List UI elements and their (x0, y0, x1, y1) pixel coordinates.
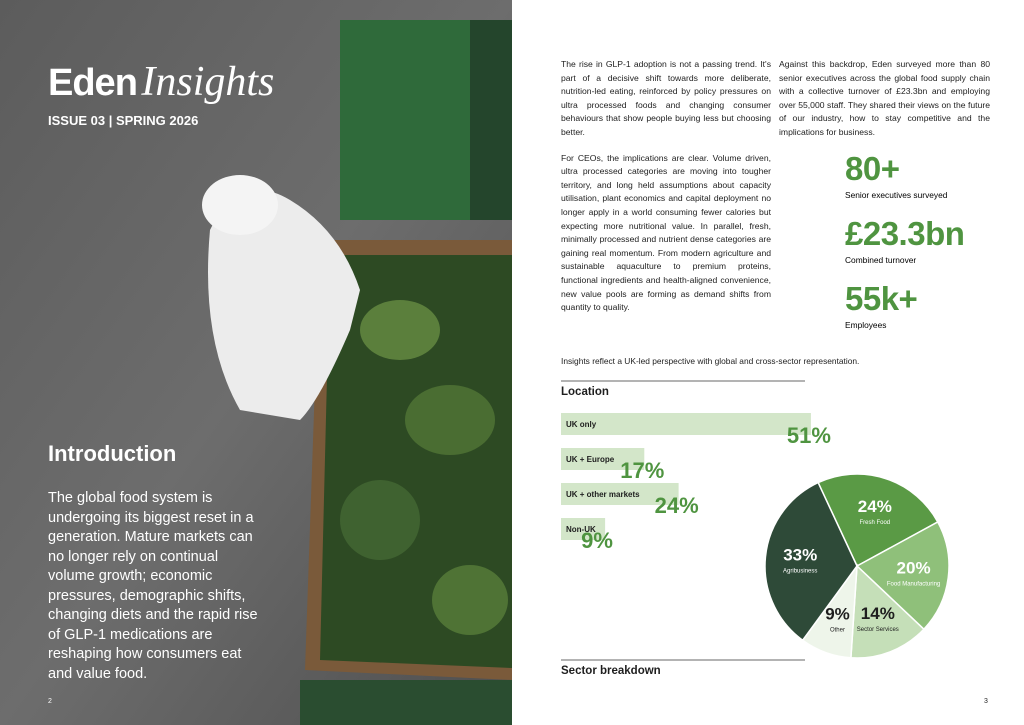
pie-value-label: 9% (825, 605, 850, 624)
stat-label: Senior executives surveyed (845, 190, 948, 200)
broccoli (405, 385, 495, 455)
pie-category: Sector Services (857, 627, 899, 633)
bar-value-label: 17% (620, 458, 664, 483)
bar-value-label: 51% (787, 423, 831, 448)
worker-cap (202, 175, 278, 235)
pie-slice (850, 564, 925, 659)
pie-value-label: 14% (861, 604, 895, 623)
chart-title: Location (561, 386, 609, 398)
stat: £23.3bn Combined turnover (845, 215, 965, 265)
pie-slice (764, 481, 858, 642)
stat-value: £23.3bn (845, 215, 965, 252)
bar-category: UK + other markets (566, 490, 640, 499)
pie-value-label: 24% (858, 497, 892, 516)
paragraph: The rise in GLP-1 adoption is not a pass… (561, 59, 771, 137)
bar-category: UK only (566, 420, 597, 429)
pie-category: Agribusiness (783, 568, 817, 574)
bar (561, 413, 811, 435)
page-number: 2 (48, 698, 52, 705)
masthead: Eden Insights (48, 58, 274, 106)
brand-italic: Insights (141, 59, 275, 105)
paragraph: Against this backdrop, Eden surveyed mor… (779, 59, 990, 137)
bar (561, 518, 606, 540)
crate (470, 20, 512, 220)
intro-body: The global food system is undergoing its… (48, 490, 258, 682)
crate (340, 20, 470, 220)
bar-value-label: 24% (655, 493, 699, 518)
column: The rise in GLP-1 adoption is not a pass… (561, 58, 771, 327)
stat-value: 55k+ (845, 280, 918, 317)
column: Against this backdrop, Eden surveyed mor… (779, 58, 990, 152)
page-number: 3 (984, 698, 988, 705)
broccoli (320, 255, 512, 668)
pie-category: Fresh Food (859, 520, 890, 526)
pie-slice (855, 520, 950, 631)
broccoli (360, 300, 440, 360)
pie-category: Other (830, 628, 845, 634)
bar (561, 448, 645, 470)
broccoli (340, 480, 420, 560)
stat-value: 80+ (845, 150, 900, 187)
stat-label: Combined turnover (845, 255, 917, 265)
crate (300, 680, 512, 725)
brand: Eden (48, 62, 138, 104)
chart-title: Sector breakdown (561, 665, 661, 677)
pie-slice (817, 473, 939, 568)
broccoli (432, 565, 508, 635)
pie-value-label: 33% (783, 545, 817, 564)
stat: 55k+ Employees (845, 280, 918, 330)
pie-category: Food Manufacturing (887, 581, 940, 587)
bar-value-label: 9% (581, 528, 613, 553)
paragraph: For CEOs, the implications are clear. Vo… (561, 152, 771, 313)
stat: 80+ Senior executives surveyed (845, 150, 947, 200)
worker (208, 190, 360, 420)
stat-label: Employees (845, 320, 887, 330)
heading: Introduction (48, 441, 177, 466)
bar-category: Non-UK (566, 525, 596, 534)
bar (561, 483, 679, 505)
pie-value-label: 20% (897, 558, 931, 577)
issue: ISSUE 03 | SPRING 2026 (48, 113, 199, 128)
bar-category: UK + Europe (566, 455, 615, 464)
note: Insights reflect a UK-led perspective wi… (561, 356, 860, 366)
